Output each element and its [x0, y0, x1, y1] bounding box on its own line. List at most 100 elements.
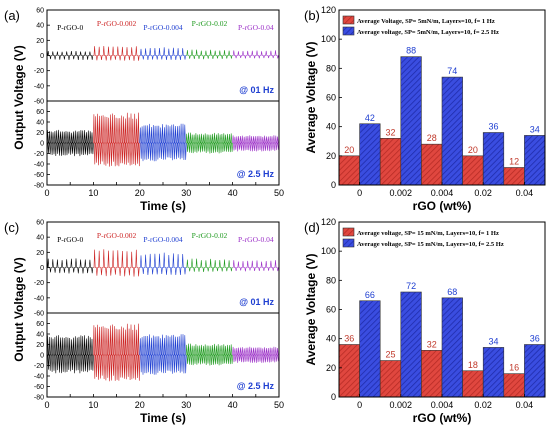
x-tick-label: 30 — [181, 188, 191, 198]
legend-entry: Average Voltage, SP= 5mN/m, Layers=10, f… — [357, 18, 495, 25]
y-tick-label: 60 — [36, 8, 44, 15]
x-tick-label: 0.002 — [390, 188, 413, 198]
y-tick-label: 120 — [321, 5, 336, 15]
bar-value-label: 72 — [406, 281, 416, 291]
bar-value-label: 36 — [344, 334, 354, 344]
y-tick-label: 0 — [40, 265, 44, 272]
plot-frame — [338, 221, 546, 398]
y-tick-label: 60 — [36, 220, 44, 227]
bar-value-label: 28 — [427, 133, 437, 143]
y-tick-label: 20 — [36, 130, 44, 137]
y-tick-label: 60 — [326, 93, 336, 103]
y-tick-label: 40 — [326, 122, 336, 132]
series-label: P-rGO-0.004 — [143, 235, 183, 244]
frequency-annotation: @ 01 Hz — [239, 85, 274, 95]
bar-red — [503, 167, 525, 186]
series-line-top-2 — [139, 47, 187, 61]
x-tick-label: 20 — [135, 188, 145, 198]
series-line-bottom-1 — [92, 112, 141, 167]
bar-value-label: 32 — [427, 339, 437, 349]
x-tick-label: 30 — [181, 400, 191, 410]
x-tick-label: 50 — [274, 188, 284, 198]
bar-blue — [441, 297, 463, 398]
bar-blue — [359, 123, 381, 186]
bar-value-label: 42 — [365, 113, 375, 123]
series-label: P-rGO-0.04 — [238, 23, 274, 32]
series-line-top-0 — [47, 50, 94, 61]
bar-blue — [441, 76, 463, 186]
x-tick-label: 0 — [44, 400, 49, 410]
bar-blue — [482, 132, 505, 186]
y-tick-label: 40 — [36, 23, 44, 30]
series-line-top-0 — [47, 258, 94, 274]
panel-letter: (b) — [304, 8, 320, 23]
bar-red — [503, 373, 525, 398]
y-tick-label: -40 — [34, 295, 44, 302]
y-tick-label: 40 — [326, 334, 336, 344]
bar-blue — [400, 291, 422, 398]
bar-blue — [482, 347, 505, 398]
y-tick-label: -40 — [34, 162, 44, 169]
series-line-bottom-1 — [92, 323, 141, 382]
y-tick-label: -20 — [34, 280, 44, 287]
y-tick-label: 0 — [331, 392, 336, 402]
panel-a: (a) P-rGO-0 P-rGO-0.002 P-rGO-0.004 P-rGO-0.… — [4, 8, 284, 214]
series-label: P-rGO-0 — [57, 23, 83, 32]
series-label: P-rGO-0.002 — [97, 19, 137, 28]
y-tick-label: 20 — [326, 363, 336, 373]
y-tick-label: 60 — [326, 305, 336, 315]
series-line-bottom-0 — [46, 335, 94, 374]
y-tick-label: 80 — [326, 275, 336, 285]
bar-blue — [400, 56, 422, 186]
x-axis-label: Time (s) — [140, 411, 186, 425]
series-label: P-rGO-0.002 — [97, 231, 137, 240]
bar-red — [379, 138, 402, 186]
series-line-bottom-2 — [139, 123, 187, 162]
bar-value-label: 12 — [509, 157, 519, 167]
frequency-annotation: @ 01 Hz — [239, 297, 274, 307]
legend-entry: Average voltage, SP= 15 mN/m, Layers=10,… — [357, 241, 504, 248]
bar-blue — [524, 344, 546, 398]
bar-value-label: 16 — [509, 363, 519, 373]
frequency-annotation: @ 2.5 Hz — [237, 169, 275, 179]
y-tick-label: -80 — [34, 183, 44, 190]
y-tick-label: 0 — [40, 53, 44, 60]
series-line-top-2 — [139, 252, 187, 276]
y-tick-label: 20 — [36, 38, 44, 45]
bar-red — [462, 155, 484, 186]
x-tick-label: 10 — [88, 188, 98, 198]
panel-d: (d) 36 66 0 25 72 0.002 32 68 0.004 18 34 0.02 16 36 0.… — [304, 217, 546, 425]
x-tick-label: 0.04 — [516, 400, 534, 410]
x-tick-label: 0 — [44, 188, 49, 198]
y-tick-label: -20 — [34, 68, 44, 75]
y-tick-label: -20 — [34, 363, 44, 370]
bar-value-label: 32 — [385, 127, 395, 137]
bar-value-label: 34 — [488, 336, 498, 346]
series-line-top-3 — [186, 258, 233, 272]
x-tick-label: 0.004 — [431, 188, 454, 198]
series-line-bottom-2 — [139, 334, 187, 375]
y-tick-label: 80 — [326, 63, 336, 73]
x-axis-label: rGO (wt%) — [413, 411, 472, 425]
bar-blue — [524, 135, 546, 186]
series-line-top-4 — [232, 260, 279, 272]
x-axis-label: Time (s) — [140, 199, 186, 213]
y-tick-label: -60 — [34, 99, 44, 106]
y-tick-label: 20 — [326, 151, 336, 161]
frequency-annotation: @ 2.5 Hz — [237, 381, 275, 391]
bar-value-label: 88 — [406, 46, 416, 56]
y-tick-label: 40 — [36, 332, 44, 339]
bar-red — [421, 350, 443, 398]
y-tick-label: -20 — [34, 151, 44, 158]
series-line-top-1 — [93, 45, 140, 61]
x-tick-label: 50 — [274, 400, 284, 410]
series-line-bottom-3 — [185, 343, 234, 366]
y-axis-label: Average Voltage (V) — [304, 41, 318, 153]
y-axis-label: Average Voltage (V) — [304, 253, 318, 365]
y-tick-label: 40 — [36, 120, 44, 127]
y-tick-label: -60 — [34, 172, 44, 179]
series-line-bottom-4 — [232, 135, 280, 152]
y-tick-label: 120 — [321, 217, 336, 227]
y-tick-label: -80 — [34, 395, 44, 402]
